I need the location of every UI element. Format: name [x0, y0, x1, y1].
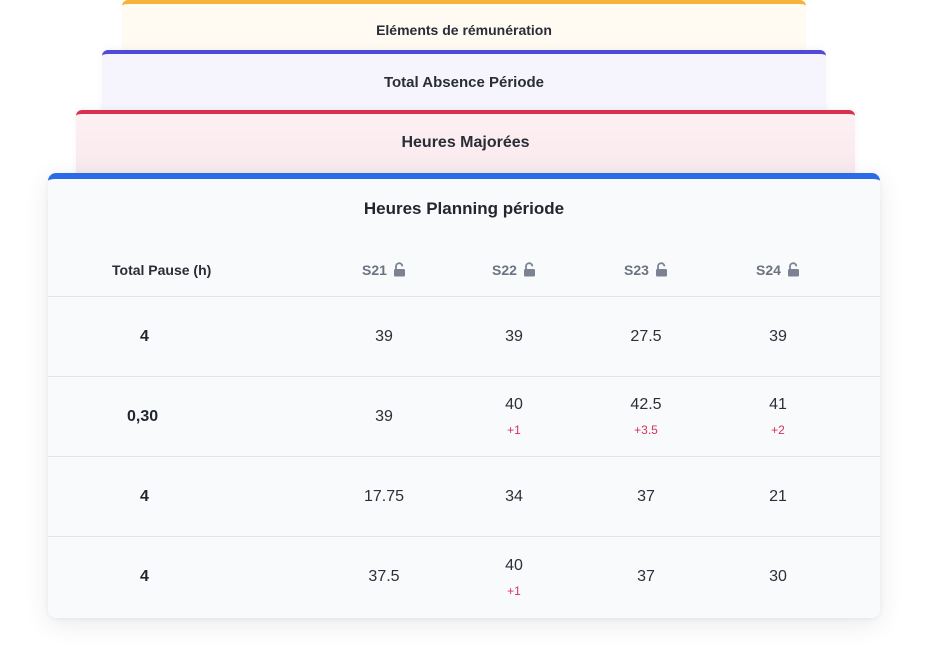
week-label: S21 [362, 261, 387, 278]
tab-label: Total Absence Période [383, 74, 545, 91]
hours-value: 39 [375, 327, 393, 345]
hours-value: 40 [505, 396, 523, 413]
hours-cell[interactable]: 39 [728, 328, 828, 346]
hours-cell[interactable]: 39 [334, 408, 434, 426]
week-header-s21: S21 [334, 262, 434, 278]
hours-value: 39 [505, 327, 523, 345]
table-row: 4 39 39 27.5 39 [48, 297, 880, 377]
hours-value: 40 [505, 556, 523, 574]
hours-value: 34 [505, 487, 523, 505]
overtime-delta: +1 [507, 423, 521, 437]
tab-label: Eléments de rémunération [376, 22, 552, 38]
table-row: 4 17.75 34 37 21 [48, 457, 880, 537]
hours-cell[interactable]: 17.75 [334, 488, 434, 506]
total-pause-cell: 4 [140, 327, 149, 345]
hours-value: 30 [769, 568, 787, 585]
hours-value: 37.5 [368, 568, 400, 585]
table-header: Total Pause (h) S21 S22 S23 [48, 243, 880, 297]
total-pause-cell: 4 [140, 568, 149, 585]
hours-cell[interactable]: 41 +2 [728, 396, 828, 437]
unlocked-padlock-icon[interactable] [655, 262, 668, 277]
hours-cell[interactable]: 21 [728, 488, 828, 506]
hours-value: 42.5 [630, 396, 662, 413]
week-header-s23: S23 [596, 262, 696, 278]
week-label: S23 [624, 261, 649, 278]
hours-cell[interactable]: 39 [464, 328, 564, 346]
tab-total-absence-periode[interactable]: Total Absence Période [102, 50, 826, 120]
overtime-delta: +2 [771, 423, 785, 437]
hours-cell[interactable]: 30 [728, 568, 828, 586]
overtime-delta: +3.5 [634, 423, 658, 437]
table-row: 0,30 39 40 +1 42.5 +3.5 41 +2 [48, 377, 880, 457]
tab-label: Heures Majorées [401, 134, 530, 151]
hours-value: 37 [637, 568, 655, 585]
hours-cell[interactable]: 37 [596, 568, 696, 586]
heures-planning-card: Heures Planning période Total Pause (h) … [48, 173, 880, 618]
hours-value: 37 [637, 487, 655, 505]
hours-cell[interactable]: 40 +1 [464, 396, 564, 437]
hours-value: 41 [769, 396, 787, 413]
card-title: Heures Planning période [363, 199, 565, 218]
week-label: S22 [492, 261, 517, 278]
hours-value: 21 [769, 487, 787, 505]
unlocked-padlock-icon[interactable] [523, 262, 536, 277]
hours-cell[interactable]: 37.5 [334, 568, 434, 586]
unlocked-padlock-icon[interactable] [393, 262, 406, 277]
hours-cell[interactable]: 42.5 +3.5 [596, 396, 696, 437]
week-header-s24: S24 [728, 262, 828, 278]
week-header-s22: S22 [464, 262, 564, 278]
total-pause-cell: 0,30 [127, 407, 159, 425]
hours-value: 39 [375, 407, 393, 425]
hours-value: 39 [769, 327, 787, 345]
hours-cell[interactable]: 34 [464, 488, 564, 506]
table-row: 4 37.5 40 +1 37 30 [48, 537, 880, 617]
hours-value: 17.75 [363, 487, 405, 505]
total-pause-cell: 4 [140, 487, 149, 505]
week-label: S24 [756, 261, 781, 278]
hours-cell[interactable]: 27.5 [596, 328, 696, 346]
hours-cell[interactable]: 40 +1 [464, 557, 564, 598]
hours-cell[interactable]: 39 [334, 328, 434, 346]
hours-value: 27.5 [630, 327, 662, 345]
overtime-delta: +1 [507, 583, 521, 598]
tab-heures-majorees[interactable]: Heures Majorées [76, 110, 855, 182]
hours-cell[interactable]: 37 [596, 488, 696, 506]
unlocked-padlock-icon[interactable] [787, 262, 800, 277]
column-header-total-pause: Total Pause (h) [112, 261, 212, 278]
